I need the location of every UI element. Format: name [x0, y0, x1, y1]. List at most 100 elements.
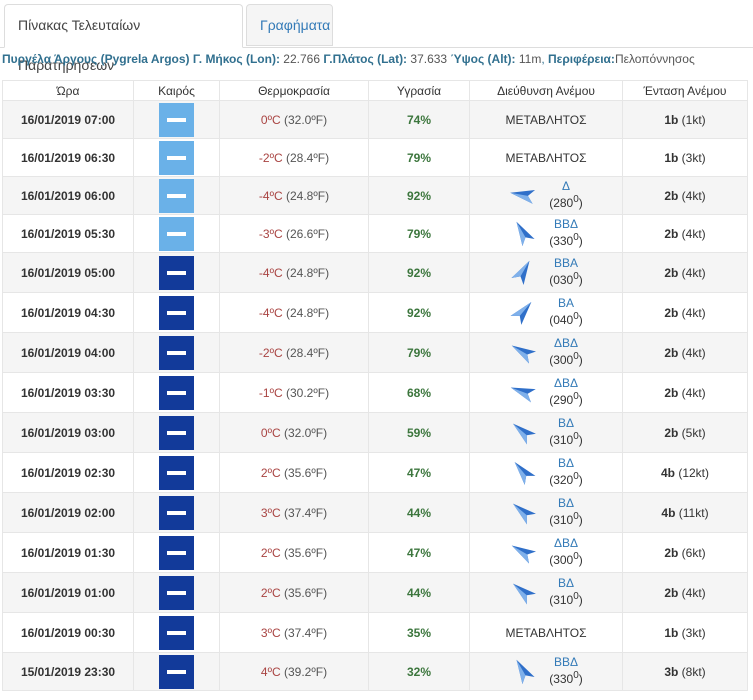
weather-cell [133, 532, 220, 573]
wind-direction: Δ (2800) [509, 179, 583, 210]
wind-arrow-icon [510, 301, 532, 325]
wind-speed: 2b (4kt) [622, 372, 748, 413]
wind-direction-cell: ΒΒΑ (0300) [469, 252, 623, 293]
humidity: 92% [368, 292, 470, 333]
humidity: 44% [368, 572, 470, 613]
tab-latest-observations[interactable]: Πίνακας Τελευταίων Παρατηρήσεων [4, 4, 243, 73]
humidity: 68% [368, 372, 470, 413]
temperature: 2ºC (35.6ºF) [219, 452, 369, 493]
wind-speed: 4b (12kt) [622, 452, 748, 493]
wind-speed: 2b (4kt) [622, 252, 748, 293]
wind-arrow-icon [511, 260, 530, 285]
wind-direction: ΔΒΔ (2900) [509, 376, 583, 407]
weather-cell [133, 252, 220, 293]
wind-arrow-icon [510, 387, 536, 403]
wind-direction-code: ΔΒΔ [553, 336, 579, 351]
lon-value: 22.766 [283, 52, 320, 66]
wind-direction-variable: ΜΕΤΑΒΛΗΤΟΣ [505, 112, 587, 127]
wind-direction-cell: ΜΕΤΑΒΛΗΤΟΣ [469, 100, 623, 139]
tab-charts[interactable]: Γραφήματα [246, 4, 333, 46]
wind-degrees: (0400) [549, 311, 583, 328]
table-row: 16/01/2019 07:00 0ºC (32.0ºF) 74% ΜΕΤΑΒΛΗΤΟ… [2, 100, 748, 139]
wind-speed: 1b (3kt) [622, 138, 748, 177]
temperature: -4ºC (24.8ºF) [219, 292, 369, 333]
table-row: 16/01/2019 01:00 2ºC (35.6ºF) 44% ΒΔ (3100) 2… [2, 572, 748, 613]
weather-icon [159, 255, 194, 290]
weather-cell [133, 100, 220, 139]
obs-time: 16/01/2019 01:00 [2, 572, 134, 613]
wind-degrees: (3100) [549, 591, 583, 608]
wind-direction-code: ΔΒΔ [553, 536, 579, 551]
wind-direction-cell: ΒΔ (3200) [469, 452, 623, 493]
station-info: Πυργέλα Άργους (Pygrela Argos) Γ. Μήκος … [2, 52, 695, 66]
alt-value: 11m [518, 52, 542, 66]
temperature: 3ºC (37.4ºF) [219, 492, 369, 533]
wind-degrees: (3100) [549, 511, 583, 528]
wind-direction-variable: ΜΕΤΑΒΛΗΤΟΣ [505, 625, 587, 640]
col-weather: Καιρός [133, 80, 220, 101]
wind-degrees: (3000) [549, 551, 583, 568]
humidity: 59% [368, 412, 470, 453]
weather-icon [159, 295, 194, 330]
wind-speed: 2b (4kt) [622, 572, 748, 613]
col-temperature: Θερμοκρασία [219, 80, 369, 101]
wind-direction-code: ΒΔ [557, 416, 575, 431]
wind-arrow-icon [513, 503, 537, 525]
col-wind-direction: Διεύθυνση Ανέμου [469, 80, 623, 101]
temperature: 0ºC (32.0ºF) [219, 100, 369, 139]
wind-degrees: (2900) [549, 391, 583, 408]
humidity: 79% [368, 332, 470, 373]
table-row: 16/01/2019 02:00 3ºC (37.4ºF) 44% ΒΔ (3100) 4… [2, 492, 748, 533]
alt-label: Ύψος (Alt): [450, 52, 516, 66]
table-row: 16/01/2019 06:00 -4ºC (24.8ºF) 92% Δ (2800) 2… [2, 176, 748, 215]
wind-degrees: (3300) [549, 670, 583, 687]
observations-table: Ώρα Καιρός Θερμοκρασία Υγρασία Διεύθυνση… [2, 80, 748, 691]
wind-direction: ΒΔ (3200) [509, 456, 583, 487]
table-row: 15/01/2019 23:30 4ºC (39.2ºF) 32% ΒΒΔ (3300)… [2, 652, 748, 691]
obs-time: 16/01/2019 04:00 [2, 332, 134, 373]
col-humidity: Υγρασία [368, 80, 470, 101]
wind-degrees: (3300) [549, 232, 583, 249]
temperature: 3ºC (37.4ºF) [219, 612, 369, 653]
wind-direction-cell: ΜΕΤΑΒΛΗΤΟΣ [469, 612, 623, 653]
obs-time: 16/01/2019 03:00 [2, 412, 134, 453]
wind-speed: 2b (4kt) [622, 176, 748, 215]
weather-icon [159, 102, 194, 137]
weather-cell [133, 492, 220, 533]
weather-icon [159, 535, 194, 570]
weather-icon [159, 575, 194, 610]
table-row: 16/01/2019 05:30 -3ºC (26.6ºF) 79% ΒΒΔ (3300… [2, 214, 748, 253]
table-row: 16/01/2019 03:00 0ºC (32.0ºF) 59% ΒΔ (3100) 2… [2, 412, 748, 453]
wind-arrow-icon [511, 345, 537, 364]
humidity: 92% [368, 252, 470, 293]
wind-direction-variable: ΜΕΤΑΒΛΗΤΟΣ [505, 150, 587, 165]
wind-speed: 4b (11kt) [622, 492, 748, 533]
table-row: 16/01/2019 04:30 -4ºC (24.8ºF) 92% ΒΑ (0400)… [2, 292, 748, 333]
obs-time: 16/01/2019 02:30 [2, 452, 134, 493]
weather-icon [159, 455, 194, 490]
wind-direction: ΒΔ (3100) [509, 576, 583, 607]
wind-speed: 2b (4kt) [622, 332, 748, 373]
humidity: 47% [368, 452, 470, 493]
wind-direction: ΒΔ (3100) [509, 416, 583, 447]
obs-time: 16/01/2019 06:00 [2, 176, 134, 215]
lat-label: Γ.Πλάτος (Lat): [323, 52, 408, 66]
temperature: 4ºC (39.2ºF) [219, 652, 369, 691]
tab-bar: Πίνακας Τελευταίων Παρατηρήσεων Γραφήματ… [0, 0, 753, 73]
lat-value: 37.633 [410, 52, 448, 66]
wind-arrow-icon [516, 659, 535, 684]
wind-arrow-icon [513, 423, 537, 445]
temperature: -1ºC (30.2ºF) [219, 372, 369, 413]
wind-direction: ΒΑ (0400) [509, 296, 583, 327]
wind-direction: ΒΒΔ (3300) [509, 217, 583, 248]
obs-time: 16/01/2019 04:30 [2, 292, 134, 333]
obs-time: 16/01/2019 05:30 [2, 214, 134, 253]
wind-direction-code: ΒΔ [557, 576, 575, 591]
obs-time: 16/01/2019 01:30 [2, 532, 134, 573]
weather-cell [133, 176, 220, 215]
weather-icon [159, 375, 194, 410]
wind-direction-cell: ΜΕΤΑΒΛΗΤΟΣ [469, 138, 623, 177]
wind-direction-code: ΔΒΔ [553, 376, 579, 391]
wind-direction-cell: ΒΔ (3100) [469, 572, 623, 613]
table-row: 16/01/2019 00:30 3ºC (37.4ºF) 35% ΜΕΤΑΒΛΗΤΟ… [2, 612, 748, 653]
